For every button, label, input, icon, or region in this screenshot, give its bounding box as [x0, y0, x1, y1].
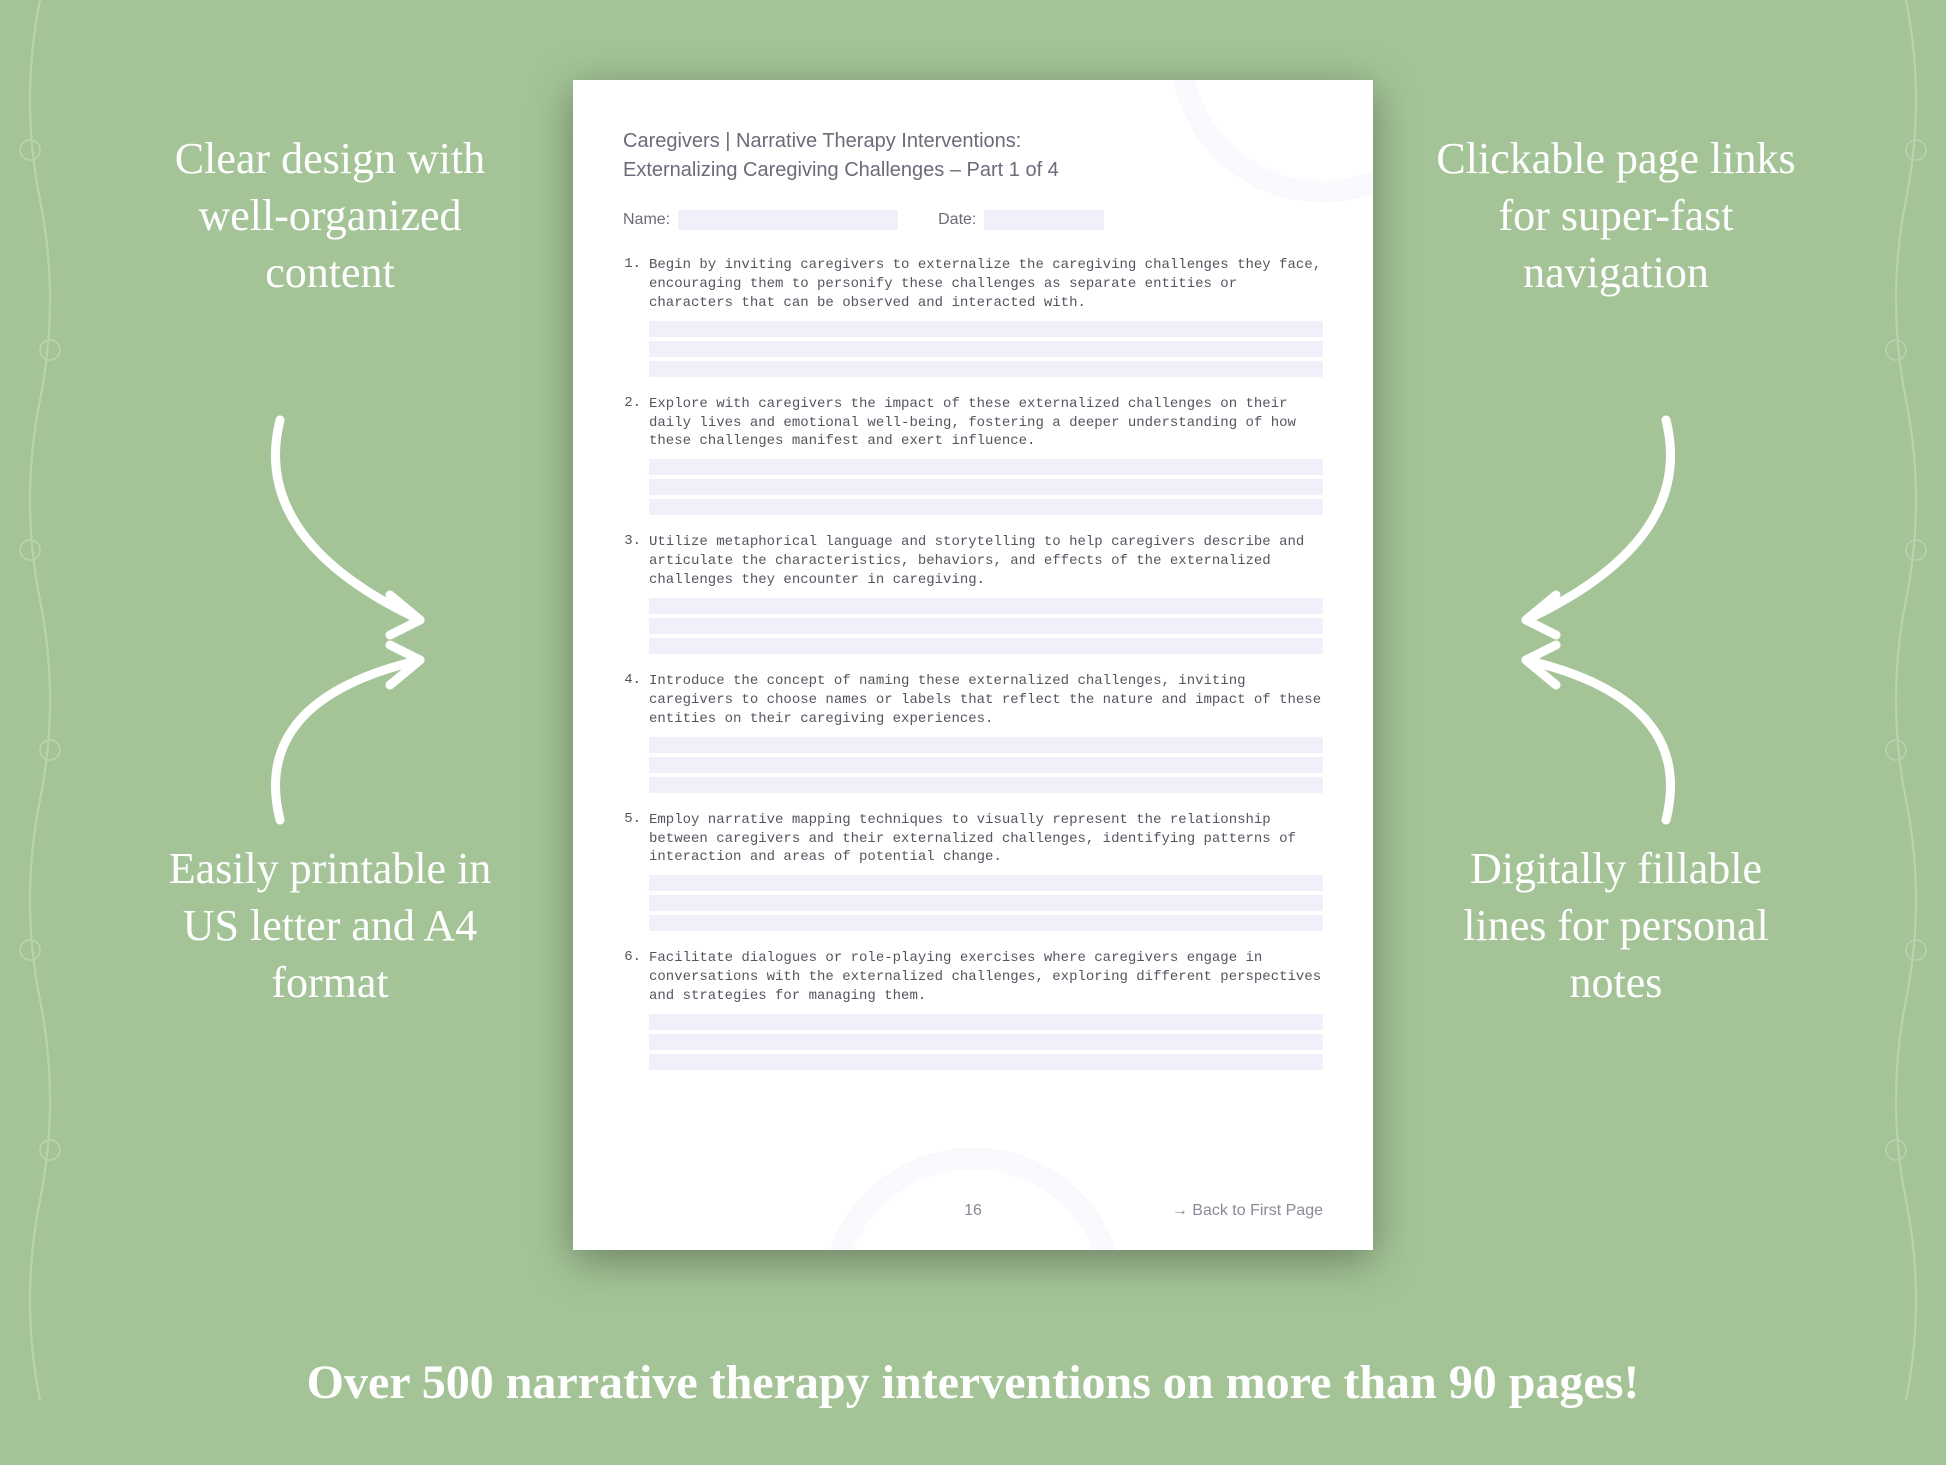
fill-lines[interactable]: [649, 1014, 1323, 1070]
bottom-banner: Over 500 narrative therapy interventions…: [0, 1355, 1946, 1410]
worksheet-item: 4.Introduce the concept of naming these …: [623, 672, 1323, 729]
item-number: 4.: [623, 672, 641, 729]
name-label: Name:: [623, 211, 670, 229]
fill-lines[interactable]: [649, 875, 1323, 931]
item-text: Employ narrative mapping techniques to v…: [649, 811, 1323, 868]
page-footer: 16 → Back to First Page: [623, 1202, 1323, 1220]
item-text: Explore with caregivers the impact of th…: [649, 395, 1323, 452]
worksheet-item: 1.Begin by inviting caregivers to extern…: [623, 256, 1323, 313]
worksheet-item: 5.Employ narrative mapping techniques to…: [623, 811, 1323, 868]
item-text: Begin by inviting caregivers to external…: [649, 256, 1323, 313]
callout-bottom-left: Easily printable in US letter and A4 for…: [140, 840, 520, 1012]
fill-lines[interactable]: [649, 321, 1323, 377]
item-text: Utilize metaphorical language and storyt…: [649, 533, 1323, 590]
worksheet-item: 2.Explore with caregivers the impact of …: [623, 395, 1323, 452]
worksheet-item: 3.Utilize metaphorical language and stor…: [623, 533, 1323, 590]
arrow-bottom-left: [240, 640, 500, 840]
fill-lines[interactable]: [649, 598, 1323, 654]
fill-lines[interactable]: [649, 737, 1323, 793]
page-subheader: Externalizing Caregiving Challenges – Pa…: [623, 159, 1323, 182]
arrow-top-right: [1446, 400, 1706, 660]
callout-top-left: Clear design with well-organized content: [140, 130, 520, 302]
document-page: Caregivers | Narrative Therapy Intervent…: [573, 80, 1373, 1250]
worksheet-item: 6.Facilitate dialogues or role-playing e…: [623, 949, 1323, 1006]
item-number: 1.: [623, 256, 641, 313]
arrow-bottom-right: [1446, 640, 1706, 840]
item-number: 3.: [623, 533, 641, 590]
date-label: Date:: [938, 211, 976, 229]
name-fill[interactable]: [678, 210, 898, 230]
page-header: Caregivers | Narrative Therapy Intervent…: [623, 130, 1323, 153]
page-number: 16: [623, 1202, 1323, 1220]
item-text: Facilitate dialogues or role-playing exe…: [649, 949, 1323, 1006]
item-number: 5.: [623, 811, 641, 868]
date-fill[interactable]: [984, 210, 1104, 230]
callout-bottom-right: Digitally fillable lines for personal no…: [1426, 840, 1806, 1012]
item-number: 2.: [623, 395, 641, 452]
items-container: 1.Begin by inviting caregivers to extern…: [623, 256, 1323, 1070]
decorative-border-right: [1866, 0, 1946, 1460]
arrow-top-left: [240, 400, 500, 660]
date-field: Date:: [938, 210, 1104, 230]
name-field: Name:: [623, 210, 898, 230]
callout-top-right: Clickable page links for super-fast navi…: [1426, 130, 1806, 302]
name-date-row: Name: Date:: [623, 210, 1323, 230]
item-text: Introduce the concept of naming these ex…: [649, 672, 1323, 729]
item-number: 6.: [623, 949, 641, 1006]
fill-lines[interactable]: [649, 459, 1323, 515]
decorative-border-left: [0, 0, 80, 1460]
